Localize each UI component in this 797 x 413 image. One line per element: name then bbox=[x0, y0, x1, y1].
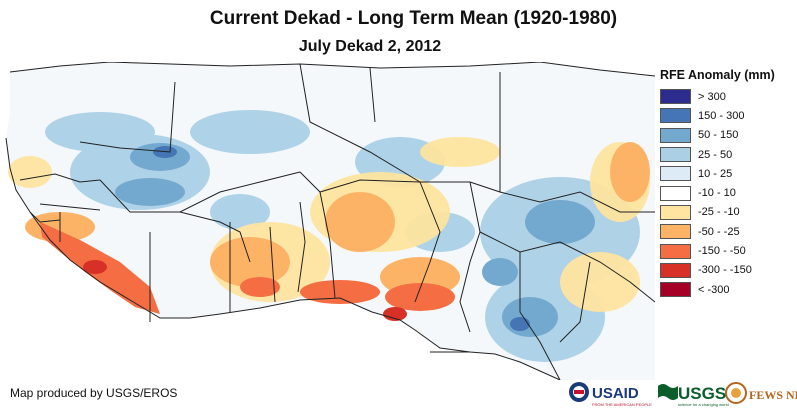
legend-swatch bbox=[660, 89, 691, 105]
legend-swatch bbox=[660, 224, 691, 240]
legend-item: 50 - 150 bbox=[660, 126, 797, 145]
legend-swatch bbox=[660, 166, 691, 182]
svg-text:FEWS NET: FEWS NET bbox=[749, 388, 797, 402]
usgs-logo: USGS science for a changing world bbox=[658, 384, 729, 407]
legend-label: < -300 bbox=[698, 283, 730, 296]
fewsnet-logo: FEWS NET bbox=[725, 382, 797, 404]
legend-label: 25 - 50 bbox=[698, 148, 733, 161]
legend-swatch bbox=[660, 243, 691, 259]
legend-item: -300 - -150 bbox=[660, 261, 797, 280]
extreme-dry-areas bbox=[83, 260, 407, 321]
legend-swatch bbox=[660, 108, 691, 124]
legend-label: -10 - 10 bbox=[698, 187, 736, 200]
legend-label: -300 - -150 bbox=[698, 264, 752, 277]
legend-item: < -300 bbox=[660, 280, 797, 299]
svg-text:USGS: USGS bbox=[678, 384, 726, 403]
legend-swatch bbox=[660, 262, 691, 278]
legend-swatch bbox=[660, 127, 691, 143]
legend-label: 150 - 300 bbox=[698, 109, 745, 122]
legend-label: -50 - -25 bbox=[698, 225, 740, 238]
legend-item: 150 - 300 bbox=[660, 106, 797, 125]
legend-label: -150 - -50 bbox=[698, 245, 746, 258]
country-borders bbox=[5, 62, 655, 380]
legend-swatch bbox=[660, 204, 691, 220]
legend-label: -25 - -10 bbox=[698, 206, 740, 219]
map-subtitle: July Dekad 2, 2012 bbox=[298, 38, 442, 55]
legend-swatch bbox=[660, 147, 691, 163]
svg-text:USAID: USAID bbox=[592, 385, 639, 402]
agency-logos: USAID FROM THE AMERICAN PEOPLE USGS scie… bbox=[568, 378, 797, 408]
legend-label: 10 - 25 bbox=[698, 167, 733, 180]
usaid-logo: USAID FROM THE AMERICAN PEOPLE bbox=[569, 382, 652, 407]
legend-item: -25 - -10 bbox=[660, 203, 797, 222]
legend-item: 25 - 50 bbox=[660, 145, 797, 164]
legend-label: 50 - 150 bbox=[698, 129, 739, 142]
legend-item: > 300 bbox=[660, 87, 797, 106]
credit-text: Map produced by USGS/EROS bbox=[10, 386, 178, 400]
svg-text:science for a changing world: science for a changing world bbox=[678, 402, 729, 407]
legend-swatch bbox=[660, 282, 691, 298]
legend-title: RFE Anomaly (mm) bbox=[660, 68, 775, 82]
rainfall-anomaly-map bbox=[5, 62, 655, 380]
map-legend: RFE Anomaly (mm) > 300 150 - 300 50 - 150 2… bbox=[660, 68, 797, 299]
legend-item: -150 - -50 bbox=[660, 241, 797, 260]
legend-item: -50 - -25 bbox=[660, 222, 797, 241]
legend-item: -10 - 10 bbox=[660, 183, 797, 202]
legend-label: > 300 bbox=[698, 90, 726, 103]
svg-text:FROM THE AMERICAN PEOPLE: FROM THE AMERICAN PEOPLE bbox=[592, 402, 652, 407]
legend-swatch bbox=[660, 185, 691, 201]
map-title: Current Dekad - Long Term Mean (1920-198… bbox=[209, 8, 618, 29]
legend-item: 10 - 25 bbox=[660, 164, 797, 183]
